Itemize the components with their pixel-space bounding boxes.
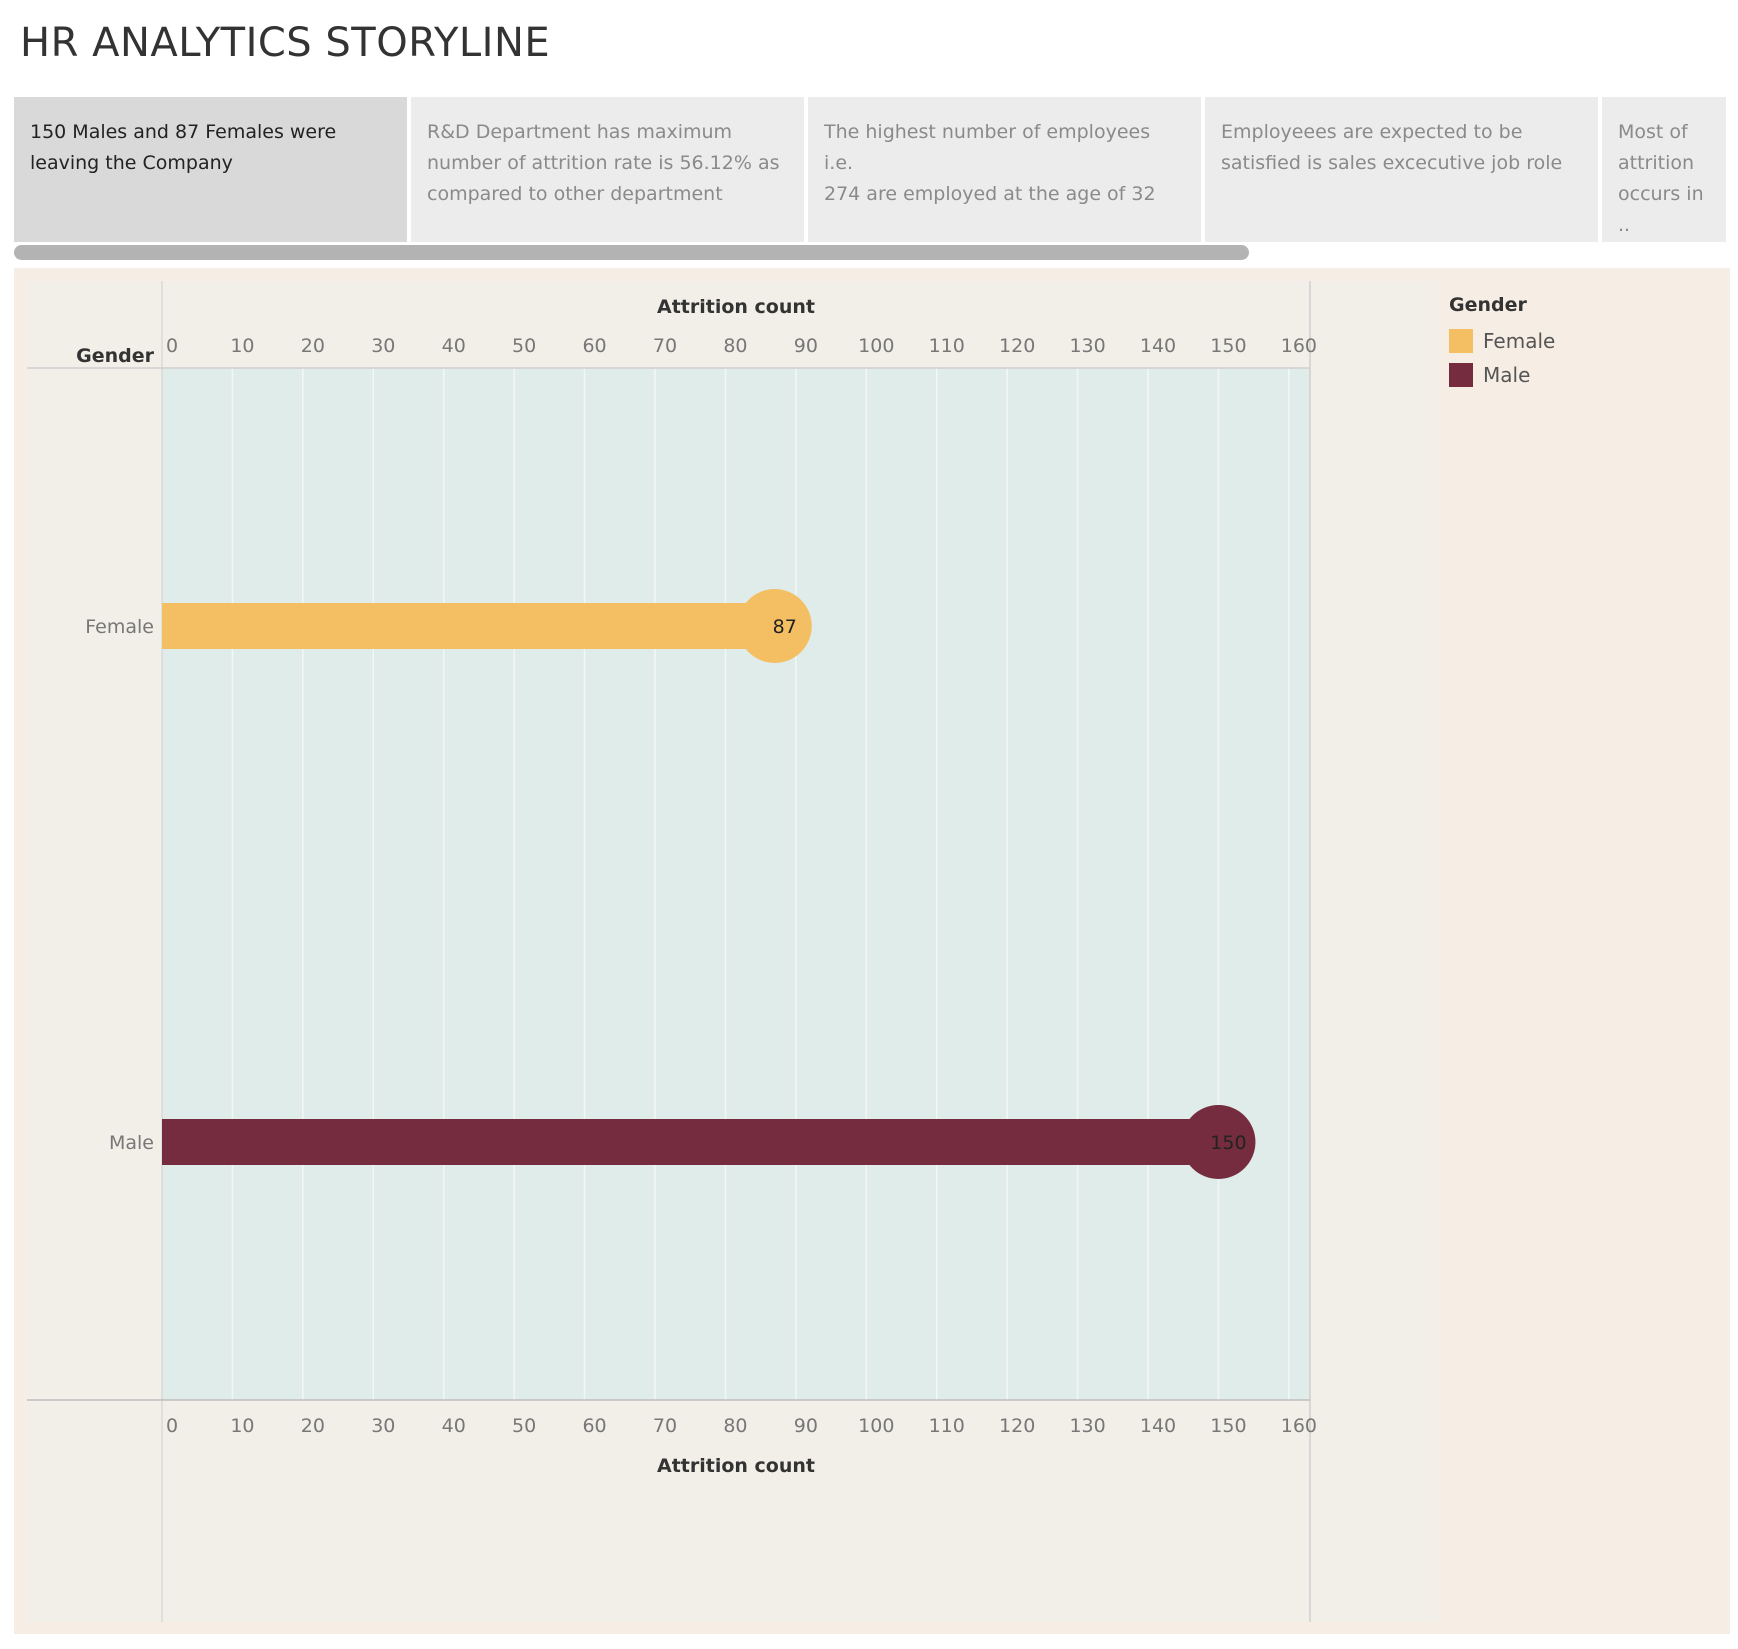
chart-panel: Attrition count Attrition count Gender 0 0 10… bbox=[27, 281, 1439, 1622]
story-point-text: number of attrition rate is 56.12% as bbox=[427, 152, 780, 174]
data-label-male: 150 bbox=[1210, 1132, 1246, 1154]
bottom-tick-label: 70 bbox=[653, 1415, 677, 1437]
legend-title: Gender bbox=[1449, 294, 1527, 316]
bottom-tick-label: 100 bbox=[858, 1415, 894, 1437]
legend-swatch-female bbox=[1449, 329, 1473, 353]
top-tick-label: 80 bbox=[723, 335, 747, 357]
bar-end-circle-female bbox=[737, 589, 812, 663]
story-point-text: Employeees are expected to be bbox=[1221, 121, 1523, 143]
story-point-text: The highest number of employees i.e. bbox=[824, 121, 1151, 174]
legend-label-male: Male bbox=[1483, 363, 1531, 387]
top-tick-label: 40 bbox=[442, 335, 466, 357]
story-point-text: leaving the Company bbox=[30, 152, 233, 174]
top-tick-label: 0 bbox=[166, 335, 178, 357]
top-tick-label: 10 bbox=[230, 335, 254, 357]
bottom-tick-label: 120 bbox=[999, 1415, 1035, 1437]
story-point-text: R&D Department has maximum bbox=[427, 121, 733, 143]
top-axis-title: Attrition count bbox=[657, 296, 815, 318]
story-navigator: 150 Males and 87 Females were leaving the… bbox=[14, 97, 1730, 242]
row-header: Gender bbox=[76, 345, 154, 367]
story-point-3[interactable]: The highest number of employees i.e. 274 … bbox=[808, 97, 1201, 242]
top-tick-label: 120 bbox=[999, 335, 1035, 357]
dashboard: Attrition count Attrition count Gender 0 0 10… bbox=[14, 268, 1730, 1634]
top-tick-label: 90 bbox=[794, 335, 818, 357]
bottom-tick-label: 30 bbox=[371, 1415, 395, 1437]
legend-swatch-male bbox=[1449, 363, 1473, 387]
story-point-text: 150 Males and 87 Females were bbox=[30, 121, 337, 143]
story-point-1[interactable]: 150 Males and 87 Females were leaving the… bbox=[14, 97, 407, 242]
category-label-female: Female bbox=[85, 616, 154, 638]
top-tick-label: 30 bbox=[371, 335, 395, 357]
story-point-text: Most of bbox=[1618, 121, 1688, 143]
top-tick-label: 100 bbox=[858, 335, 894, 357]
plot-area bbox=[162, 368, 1310, 1400]
legend-item-male[interactable]: Male bbox=[1449, 358, 1709, 392]
data-label-female: 87 bbox=[773, 616, 797, 638]
top-tick-label: 140 bbox=[1140, 335, 1176, 357]
top-tick-label: 50 bbox=[512, 335, 536, 357]
bottom-tick-label: 130 bbox=[1069, 1415, 1105, 1437]
story-point-text: satisfied is sales excecutive job role bbox=[1221, 152, 1563, 174]
legend-label-female: Female bbox=[1483, 329, 1556, 353]
story-point-text: attrition bbox=[1618, 152, 1695, 174]
category-label-male: Male bbox=[109, 1132, 154, 1154]
story-point-4[interactable]: Employeees are expected to be satisfied i… bbox=[1205, 97, 1598, 242]
story-scrollbar[interactable] bbox=[14, 245, 1249, 260]
top-tick-label: 60 bbox=[582, 335, 606, 357]
bar-end-circle-male bbox=[1181, 1105, 1256, 1179]
bottom-tick-label: 140 bbox=[1140, 1415, 1176, 1437]
story-point-text: 274 are employed at the age of 32 bbox=[824, 183, 1156, 205]
legend-item-female[interactable]: Female bbox=[1449, 324, 1709, 358]
bottom-tick-label: 0 bbox=[166, 1415, 178, 1437]
attrition-chart: Attrition count Attrition count Gender 0 0 10… bbox=[27, 281, 1317, 1622]
top-tick-label: 130 bbox=[1069, 335, 1105, 357]
top-tick-label: 150 bbox=[1210, 335, 1246, 357]
bottom-tick-label: 10 bbox=[230, 1415, 254, 1437]
story-point-5[interactable]: Most of attrition occurs in .. bbox=[1602, 97, 1726, 242]
bottom-tick-label: 90 bbox=[794, 1415, 818, 1437]
bottom-tick-label: 150 bbox=[1210, 1415, 1246, 1437]
story-point-2[interactable]: R&D Department has maximum number of attr… bbox=[411, 97, 804, 242]
bottom-axis-title: Attrition count bbox=[657, 1455, 815, 1477]
bottom-tick-label: 40 bbox=[442, 1415, 466, 1437]
story-point-text: occurs in .. bbox=[1618, 183, 1704, 236]
bottom-tick-label: 60 bbox=[582, 1415, 606, 1437]
top-tick-label: 160 bbox=[1281, 335, 1317, 357]
page-title: HR ANALYTICS STORYLINE bbox=[20, 20, 551, 66]
top-tick-label: 20 bbox=[301, 335, 325, 357]
bottom-tick-label: 20 bbox=[301, 1415, 325, 1437]
bar-female bbox=[162, 603, 775, 649]
legend: Gender Female Male bbox=[1449, 294, 1709, 392]
bottom-tick-label: 110 bbox=[929, 1415, 965, 1437]
top-tick-label: 70 bbox=[653, 335, 677, 357]
story-point-text: compared to other department bbox=[427, 183, 723, 205]
bottom-tick-label: 160 bbox=[1281, 1415, 1317, 1437]
bottom-tick-label: 80 bbox=[723, 1415, 747, 1437]
top-tick-label: 110 bbox=[929, 335, 965, 357]
bar-male bbox=[162, 1119, 1219, 1165]
bottom-tick-label: 50 bbox=[512, 1415, 536, 1437]
